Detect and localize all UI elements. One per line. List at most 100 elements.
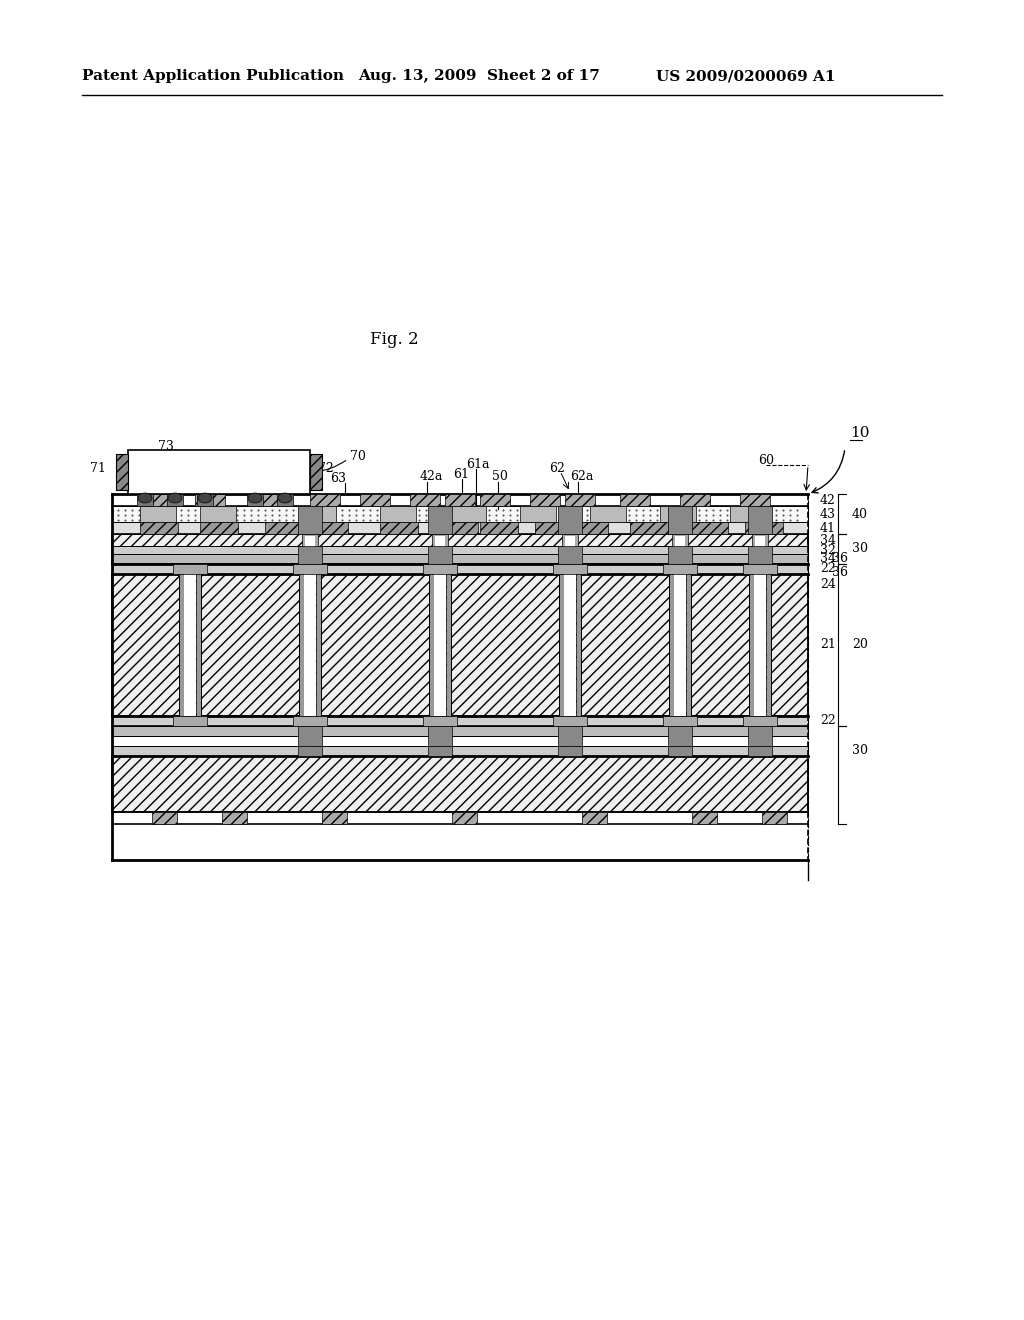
Bar: [749, 574, 754, 715]
Bar: [278, 494, 293, 506]
Bar: [128, 450, 310, 494]
Text: 70: 70: [350, 450, 366, 463]
Text: 42: 42: [820, 494, 836, 507]
Bar: [553, 715, 587, 726]
Ellipse shape: [138, 492, 152, 503]
Bar: [305, 729, 315, 754]
Bar: [752, 535, 768, 564]
Bar: [535, 521, 573, 535]
Text: 34: 34: [820, 553, 836, 565]
Bar: [558, 746, 582, 756]
Bar: [293, 715, 327, 726]
Bar: [435, 729, 445, 754]
Bar: [112, 574, 808, 715]
Text: 36: 36: [831, 565, 848, 578]
Bar: [112, 715, 808, 726]
Bar: [748, 726, 772, 746]
Text: 36: 36: [831, 553, 848, 565]
Ellipse shape: [198, 492, 212, 503]
Text: 20: 20: [852, 639, 868, 652]
Bar: [530, 494, 560, 506]
Bar: [520, 506, 556, 521]
Bar: [423, 715, 457, 726]
Bar: [247, 494, 263, 506]
Text: 30: 30: [852, 744, 868, 758]
Text: 63: 63: [330, 471, 346, 484]
Text: 62a: 62a: [570, 470, 593, 483]
Bar: [752, 726, 768, 756]
Bar: [660, 506, 696, 521]
Bar: [680, 494, 710, 506]
Bar: [298, 506, 322, 535]
Bar: [428, 506, 452, 535]
Bar: [184, 574, 196, 715]
Bar: [630, 521, 668, 535]
Bar: [480, 494, 510, 506]
Bar: [298, 746, 322, 756]
Bar: [310, 521, 348, 535]
Bar: [686, 574, 691, 715]
Bar: [754, 574, 766, 715]
Bar: [558, 506, 582, 535]
Bar: [112, 756, 808, 812]
Bar: [755, 729, 765, 754]
Bar: [558, 726, 582, 746]
Bar: [748, 546, 772, 564]
Bar: [745, 521, 783, 535]
Text: Aug. 13, 2009  Sheet 2 of 17: Aug. 13, 2009 Sheet 2 of 17: [358, 69, 600, 83]
Ellipse shape: [278, 492, 292, 503]
Bar: [565, 494, 595, 506]
Bar: [293, 564, 327, 574]
Bar: [112, 746, 808, 756]
Text: 22: 22: [820, 714, 836, 727]
Bar: [435, 536, 445, 562]
Bar: [299, 574, 304, 715]
Bar: [200, 521, 238, 535]
Bar: [428, 746, 452, 756]
Text: 34: 34: [820, 533, 836, 546]
Bar: [112, 535, 808, 564]
Text: 43: 43: [820, 507, 836, 520]
Bar: [410, 494, 440, 506]
Bar: [137, 494, 153, 506]
Text: 30: 30: [852, 543, 868, 556]
Text: C/C: C/C: [204, 465, 233, 479]
Text: 72: 72: [318, 462, 334, 474]
Bar: [663, 715, 697, 726]
Bar: [112, 521, 808, 535]
Bar: [423, 564, 457, 574]
Text: 10: 10: [850, 426, 869, 440]
Bar: [675, 536, 685, 562]
Bar: [766, 574, 771, 715]
Bar: [140, 506, 176, 521]
Bar: [663, 564, 697, 574]
Text: 73: 73: [158, 441, 174, 454]
Bar: [300, 506, 336, 521]
Bar: [668, 746, 692, 756]
Bar: [440, 521, 478, 535]
Bar: [197, 494, 213, 506]
Bar: [740, 494, 770, 506]
Bar: [668, 506, 692, 535]
Bar: [445, 494, 475, 506]
Bar: [140, 521, 178, 535]
Bar: [558, 546, 582, 564]
Bar: [195, 494, 225, 506]
Bar: [316, 574, 321, 715]
Bar: [265, 521, 303, 535]
Text: 50: 50: [492, 470, 508, 483]
Text: 60: 60: [758, 454, 774, 467]
Bar: [562, 535, 578, 564]
Text: 62: 62: [549, 462, 565, 474]
Bar: [112, 726, 808, 737]
Text: 41: 41: [820, 521, 836, 535]
Bar: [196, 574, 201, 715]
Text: 71: 71: [90, 462, 105, 474]
Bar: [200, 506, 236, 521]
Bar: [112, 546, 808, 554]
Text: 42a: 42a: [420, 470, 443, 483]
Bar: [140, 494, 170, 506]
Bar: [112, 564, 808, 574]
Bar: [553, 564, 587, 574]
Bar: [428, 726, 452, 746]
